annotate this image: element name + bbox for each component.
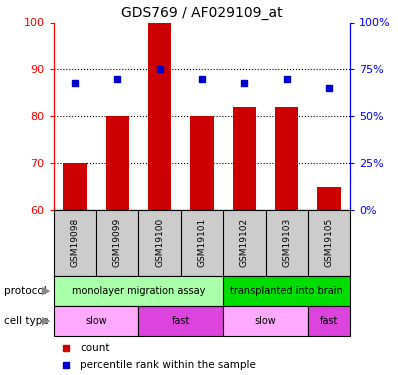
Bar: [223, 306, 308, 336]
Bar: [233, 107, 256, 210]
Bar: [54, 276, 223, 306]
Bar: [223, 276, 350, 306]
Text: GSM19103: GSM19103: [282, 218, 291, 267]
Bar: [190, 116, 214, 210]
Text: GSM19102: GSM19102: [240, 218, 249, 267]
Text: count: count: [80, 343, 110, 353]
Text: monolayer migration assay: monolayer migration assay: [72, 286, 205, 296]
Text: fast: fast: [172, 316, 190, 326]
Text: percentile rank within the sample: percentile rank within the sample: [80, 360, 256, 369]
Bar: [63, 163, 86, 210]
Bar: [318, 187, 341, 210]
Text: fast: fast: [320, 316, 338, 326]
Text: ▶: ▶: [42, 286, 50, 296]
Bar: [275, 107, 298, 210]
Text: cell type: cell type: [4, 316, 49, 326]
Text: GSM19105: GSM19105: [324, 218, 334, 267]
Bar: [308, 306, 350, 336]
Text: transplanted into brain: transplanted into brain: [230, 286, 343, 296]
Bar: [105, 116, 129, 210]
Text: protocol: protocol: [4, 286, 47, 296]
Text: GSM19100: GSM19100: [155, 218, 164, 267]
Title: GDS769 / AF029109_at: GDS769 / AF029109_at: [121, 6, 283, 20]
Text: GSM19098: GSM19098: [70, 218, 80, 267]
Text: slow: slow: [85, 316, 107, 326]
Text: ▶: ▶: [42, 316, 50, 326]
Text: GSM19101: GSM19101: [197, 218, 207, 267]
Bar: [54, 306, 139, 336]
Text: slow: slow: [255, 316, 276, 326]
Bar: [139, 306, 223, 336]
Bar: [148, 22, 171, 210]
Text: GSM19099: GSM19099: [113, 218, 122, 267]
